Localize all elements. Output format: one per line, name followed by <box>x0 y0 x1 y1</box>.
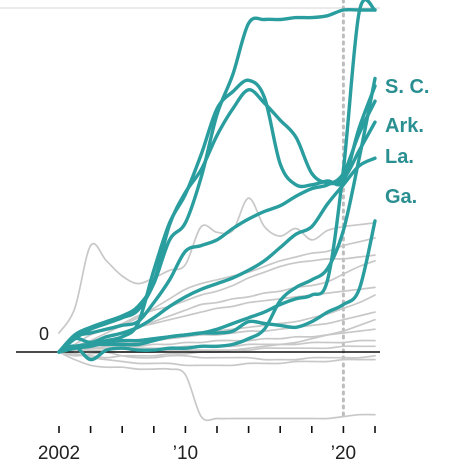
highlight-series-line <box>57 156 377 354</box>
muted-series-line <box>58 237 376 353</box>
x-tick-label: ’10 <box>173 443 198 464</box>
end-label-ga: Ga. <box>385 186 417 208</box>
highlight-series-line <box>57 0 377 354</box>
end-label-sc: S. C. <box>385 76 429 98</box>
highlight-series-line <box>57 7 377 354</box>
x-axis: 2002 ’10 ’20 <box>38 426 376 464</box>
x-tick-label: ’20 <box>331 443 356 464</box>
highlight-series-line <box>57 219 377 354</box>
highlight-series-group <box>57 0 377 362</box>
highlight-series-line <box>57 88 377 354</box>
muted-series-group <box>58 197 376 422</box>
end-label-ark: Ark. <box>385 115 424 137</box>
zero-label: 0 <box>39 324 49 344</box>
muted-series-line <box>58 351 376 367</box>
highlight-series-line <box>57 76 377 362</box>
highlight-series-line <box>57 99 377 354</box>
end-label-la: La. <box>385 146 414 168</box>
muted-series-line <box>58 351 376 422</box>
x-tick-label: 2002 <box>38 443 80 464</box>
muted-series-line <box>58 197 376 334</box>
muted-series-line <box>58 349 376 361</box>
